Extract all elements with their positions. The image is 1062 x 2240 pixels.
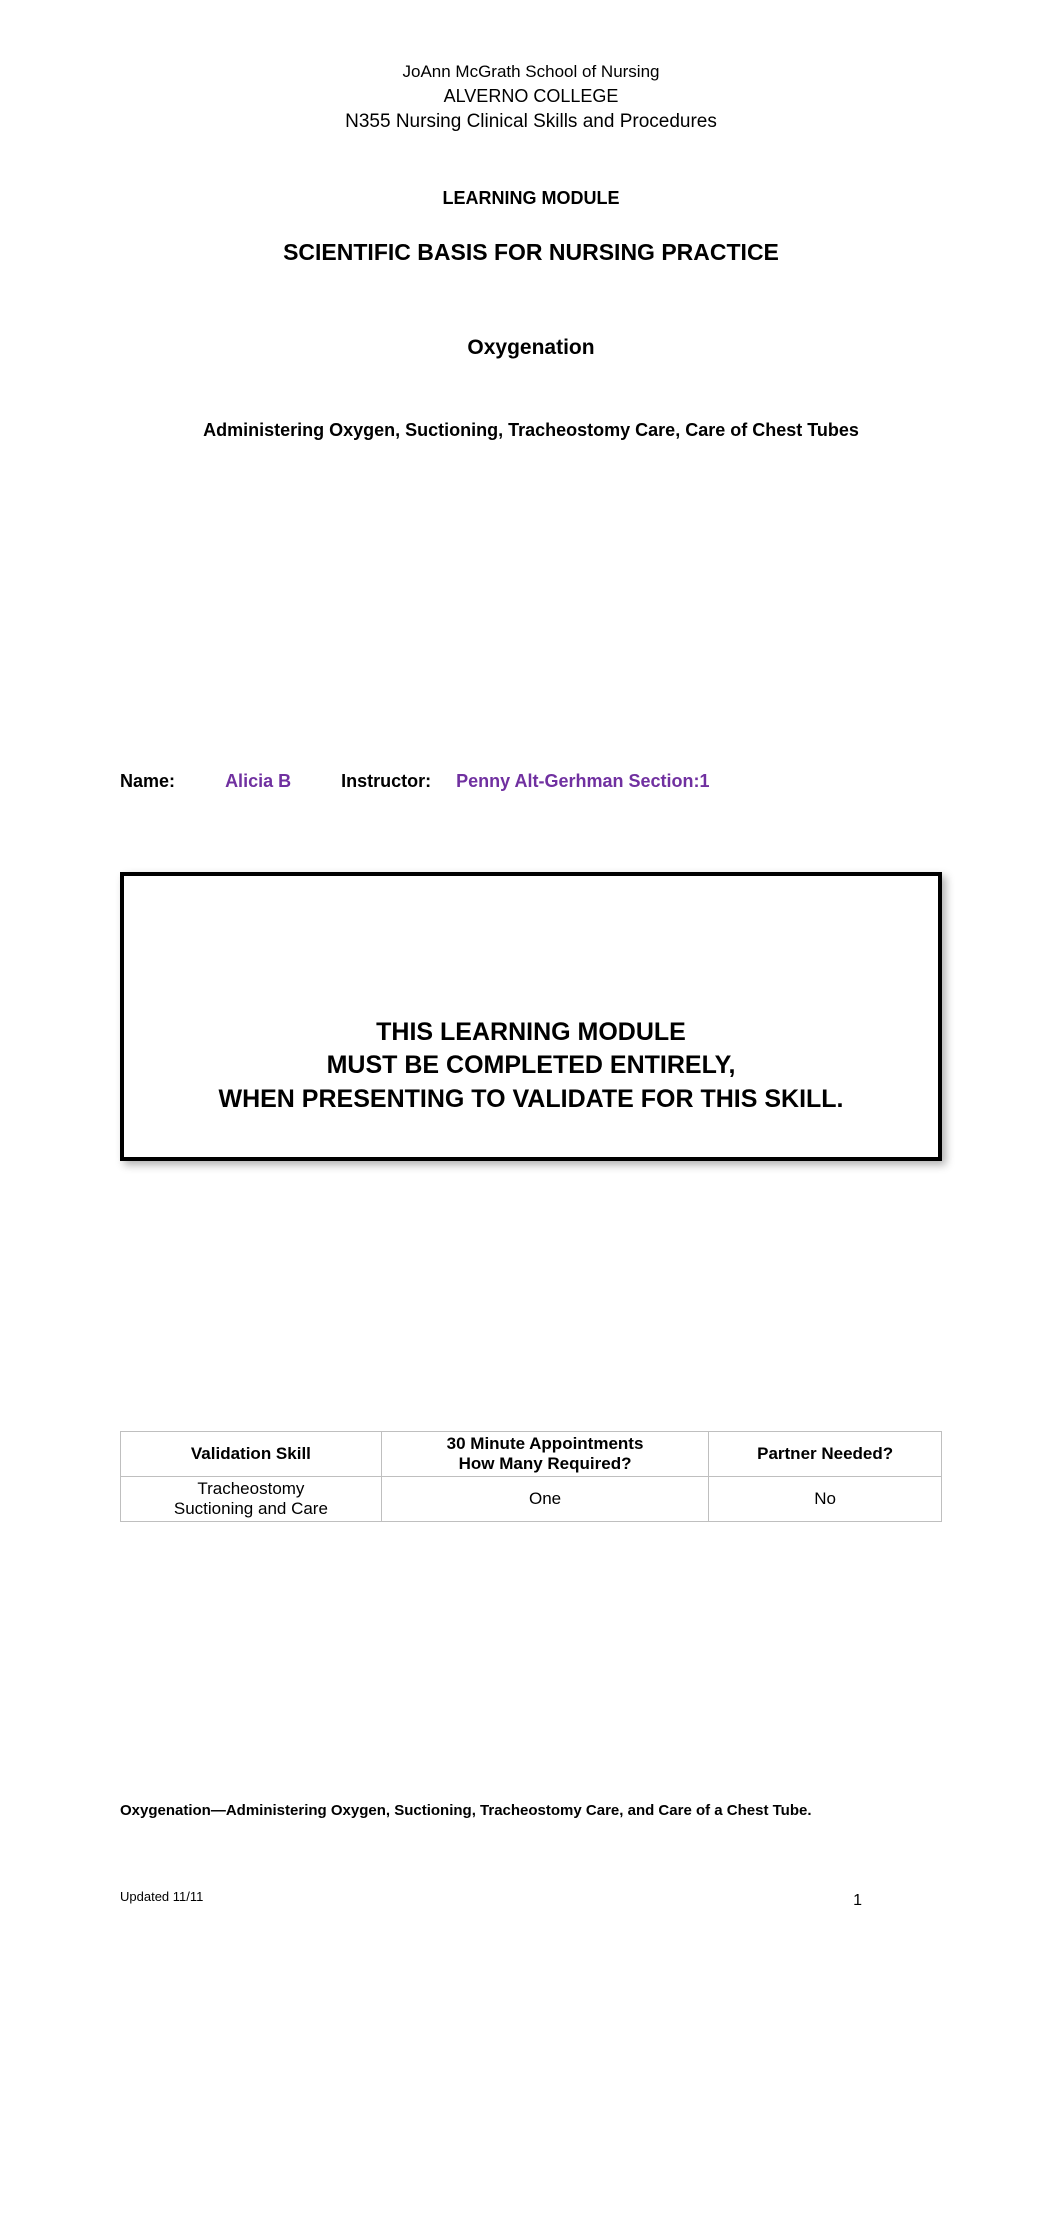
cell-partner: No: [709, 1476, 942, 1521]
validation-table: Validation Skill 30 Minute Appointments …: [120, 1431, 942, 1522]
notice-line-1: THIS LEARNING MODULE: [144, 1016, 918, 1050]
name-label: Name:: [120, 771, 175, 791]
notice-box: THIS LEARNING MODULE MUST BE COMPLETED E…: [120, 872, 942, 1161]
table-header-row: Validation Skill 30 Minute Appointments …: [121, 1431, 942, 1476]
col-header-appointments-line2: How Many Required?: [388, 1454, 702, 1474]
cell-skill-line1: Tracheostomy: [127, 1479, 375, 1499]
document-page: JoAnn McGrath School of Nursing ALVERNO …: [0, 0, 1062, 2240]
notice-line-3: WHEN PRESENTING TO VALIDATE FOR THIS SKI…: [144, 1083, 918, 1117]
col-header-appointments-line1: 30 Minute Appointments: [388, 1434, 702, 1454]
table-row: Tracheostomy Suctioning and Care One No: [121, 1476, 942, 1521]
cell-skill-line2: Suctioning and Care: [127, 1499, 375, 1519]
updated-stamp: Updated 11/11: [120, 1889, 942, 1904]
page-number: 1: [853, 1892, 862, 1910]
topic-title: Oxygenation: [120, 336, 942, 360]
instructor-value: Penny Alt-Gerhman Section:1: [456, 771, 709, 791]
student-info-line: Name: Alicia B Instructor: Penny Alt-Ger…: [120, 771, 942, 792]
instructor-label: Instructor:: [341, 771, 431, 791]
cell-skill: Tracheostomy Suctioning and Care: [121, 1476, 382, 1521]
course-name: N355 Nursing Clinical Skills and Procedu…: [120, 109, 942, 136]
subtopics: Administering Oxygen, Suctioning, Trache…: [120, 420, 942, 441]
cell-appointments: One: [381, 1476, 708, 1521]
footer-summary: Oxygenation—Administering Oxygen, Suctio…: [120, 1802, 942, 1819]
col-header-appointments: 30 Minute Appointments How Many Required…: [381, 1431, 708, 1476]
college-name: ALVERNO COLLEGE: [120, 84, 942, 109]
notice-line-2: MUST BE COMPLETED ENTIRELY,: [144, 1049, 918, 1083]
header-block: JoAnn McGrath School of Nursing ALVERNO …: [120, 60, 942, 136]
name-value: Alicia B: [225, 771, 291, 791]
col-header-skill: Validation Skill: [121, 1431, 382, 1476]
school-name: JoAnn McGrath School of Nursing: [120, 60, 942, 84]
col-header-partner: Partner Needed?: [709, 1431, 942, 1476]
module-label: LEARNING MODULE: [120, 188, 942, 209]
module-title: SCIENTIFIC BASIS FOR NURSING PRACTICE: [120, 239, 942, 266]
